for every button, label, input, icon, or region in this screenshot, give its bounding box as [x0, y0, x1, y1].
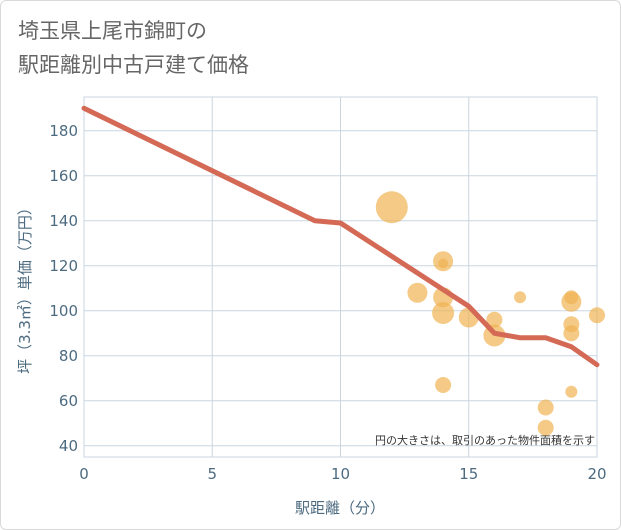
data-bubble[interactable] — [514, 291, 527, 304]
chart-title-line2: 駅距離別中古戸建て価格 — [18, 53, 249, 77]
data-bubble[interactable] — [438, 258, 449, 269]
data-bubble[interactable] — [589, 307, 605, 324]
data-bubble[interactable] — [537, 399, 554, 416]
x-axis-label: 駅距離（分） — [295, 499, 385, 517]
y-tick-label: 120 — [49, 257, 78, 275]
x-tick-label: 5 — [207, 465, 217, 483]
y-tick-label: 140 — [49, 212, 78, 230]
y-tick-label: 180 — [49, 122, 78, 140]
trend-line-layer — [81, 105, 600, 368]
grid-lines — [83, 96, 598, 458]
bubble-layer — [375, 191, 605, 436]
data-bubble[interactable] — [407, 282, 428, 303]
y-tick-label: 80 — [59, 347, 78, 365]
data-bubble[interactable] — [486, 311, 503, 328]
tick-labels: 0 5 10 15 20 40 60 80 100 120 140 160 180 — [49, 122, 606, 483]
data-bubble[interactable] — [561, 291, 582, 312]
trend-line — [81, 105, 600, 368]
data-bubble[interactable] — [432, 302, 455, 324]
data-bubble[interactable] — [563, 325, 580, 342]
size-annotation: 円の大きさは、取引のあった物件面積を示す — [375, 433, 595, 447]
y-tick-label: 160 — [49, 167, 78, 185]
x-tick-label: 20 — [587, 465, 606, 483]
x-tick-label: 0 — [79, 465, 89, 483]
x-tick-label: 10 — [331, 465, 350, 483]
y-tick-label: 60 — [59, 392, 78, 410]
y-tick-label: 100 — [49, 302, 78, 320]
data-bubble[interactable] — [537, 419, 554, 436]
y-axis-label: 坪（3.3㎡）単価（万円） — [16, 200, 34, 374]
chart-title: 埼玉県上尾市錦町の 駅距離別中古戸建て価格 — [18, 14, 249, 82]
plot-area-border — [83, 96, 598, 458]
x-tick-label: 15 — [459, 465, 478, 483]
data-bubble[interactable] — [435, 377, 452, 393]
data-bubble[interactable] — [375, 191, 408, 224]
chart-title-line1: 埼玉県上尾市錦町の — [18, 19, 207, 43]
data-bubble[interactable] — [565, 385, 578, 398]
y-tick-label: 40 — [59, 437, 78, 455]
